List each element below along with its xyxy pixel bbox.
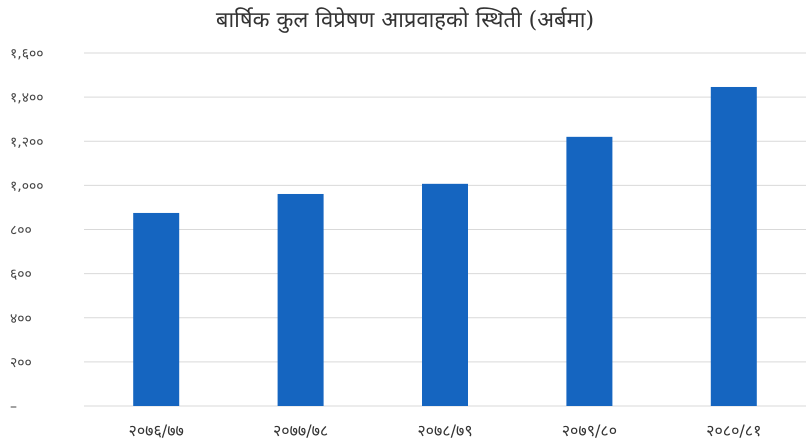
y-tick-label: २०० <box>10 355 32 371</box>
bar <box>133 212 180 406</box>
x-category-label: २०७६/७७ <box>129 421 184 440</box>
bars <box>133 86 757 406</box>
x-category-label: २०७८/७९ <box>417 421 472 440</box>
x-category-label: २०७७/७८ <box>273 421 328 440</box>
chart-title: बार्षिक कुल विप्रेषण आप्रवाहको स्थिती (अ… <box>215 8 595 33</box>
bar <box>566 136 613 406</box>
y-tick-label: १,४०० <box>10 90 44 106</box>
x-category-label: २०७९/८० <box>562 421 617 440</box>
y-tick-label: – <box>10 399 17 415</box>
y-axis-tick-labels: – २०० ४०० ६०० ८०० १,००० १,२०० १,४०० १,६०० <box>10 46 44 415</box>
x-category-label: २०८०/८१ <box>706 421 761 440</box>
bar <box>277 193 324 406</box>
x-axis-category-labels: २०७६/७७ २०७७/७८ २०७८/७९ २०७९/८० २०८०/८१ <box>129 421 762 440</box>
y-tick-label: ४०० <box>10 311 32 327</box>
y-tick-label: ८०० <box>10 223 32 239</box>
bar <box>710 86 757 406</box>
y-tick-label: ६०० <box>10 267 32 283</box>
bar <box>422 183 468 406</box>
y-tick-label: १,००० <box>10 178 44 194</box>
y-tick-label: १,२०० <box>10 134 44 150</box>
y-tick-label: १,६०० <box>10 46 44 62</box>
